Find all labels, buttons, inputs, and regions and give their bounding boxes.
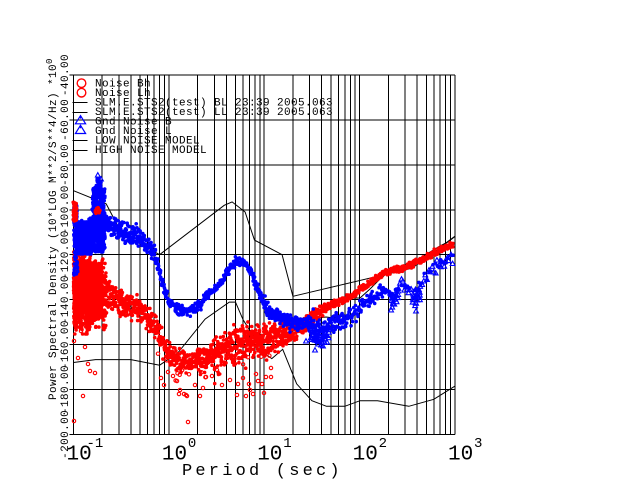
svg-text:10: 10 [257,444,282,467]
svg-text:10: 10 [67,444,92,467]
svg-text:-200.00: -200.00 [60,410,72,459]
svg-text:-60.00: -60.00 [60,99,72,141]
svg-text:-180.00: -180.00 [60,365,72,414]
svg-text:-80.00: -80.00 [60,144,72,186]
svg-text:-120.00: -120.00 [60,230,72,279]
svg-text:3: 3 [474,436,482,452]
svg-text:SLM.E.STS2(test) LL 23:39 2005: SLM.E.STS2(test) LL 23:39 2005.063 [95,107,333,119]
svg-text:0: 0 [188,436,196,452]
svg-text:Gnd Noise B: Gnd Noise B [95,117,172,129]
svg-text:-140.00: -140.00 [60,275,72,324]
svg-text:10: 10 [162,444,187,467]
svg-text:Noise Bh: Noise Bh [95,79,151,91]
svg-text:-40.00: -40.00 [60,54,72,96]
svg-text:-100.00: -100.00 [60,185,72,234]
svg-text:LOW NOISE MODEL: LOW NOISE MODEL [95,136,200,148]
svg-text:2: 2 [379,436,387,452]
svg-text:Power Spectral Density (10*LOG: Power Spectral Density (10*LOG M**2/S**4… [45,58,60,400]
svg-text:Noise Lh: Noise Lh [95,88,151,100]
svg-text:Period (sec): Period (sec) [182,462,343,480]
svg-text:10: 10 [353,444,378,467]
svg-text:HIGH NOISE MODEL: HIGH NOISE MODEL [95,145,207,157]
svg-text:-160.00: -160.00 [60,320,72,369]
svg-text:10: 10 [448,444,473,467]
svg-text:Gnd Noise L: Gnd Noise L [95,126,172,138]
svg-text:SLM.E.STS2(test) BL 23:39 2005: SLM.E.STS2(test) BL 23:39 2005.063 [95,98,333,110]
svg-text:1: 1 [283,436,291,452]
svg-text:-1: -1 [87,436,104,452]
